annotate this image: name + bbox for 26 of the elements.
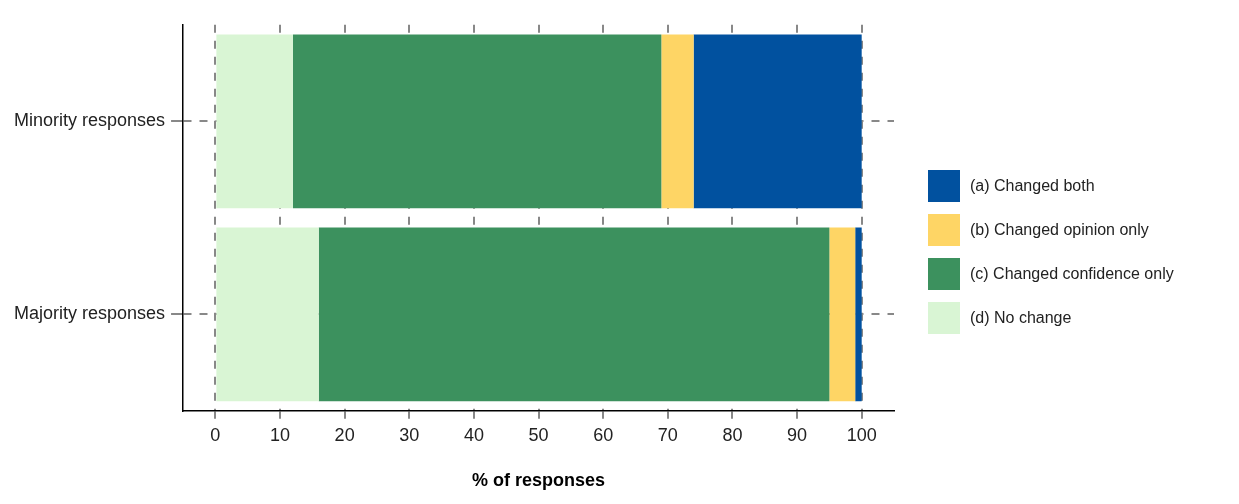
x-tick-label: 10 bbox=[269, 424, 291, 445]
x-tick-label: 80 bbox=[722, 424, 743, 445]
x-axis-title: % of responses bbox=[472, 470, 606, 491]
bar bbox=[292, 34, 662, 209]
y-tick-label: Minority responses bbox=[14, 110, 166, 131]
y-tick-label: Majority responses bbox=[14, 303, 166, 324]
x-tick-label: 40 bbox=[463, 424, 484, 445]
bar bbox=[693, 34, 862, 209]
legend-label: (b) Changed opinion only bbox=[970, 221, 1149, 239]
x-tick-label: 50 bbox=[528, 424, 549, 445]
x-tick-label: 100 bbox=[846, 424, 877, 445]
bar bbox=[216, 227, 319, 402]
x-tick-label: 30 bbox=[399, 424, 420, 445]
bar bbox=[318, 227, 830, 402]
x-tick-label: 70 bbox=[657, 424, 678, 445]
x-tick-label: 60 bbox=[593, 424, 614, 445]
bar bbox=[661, 34, 694, 209]
bar bbox=[855, 227, 862, 402]
legend-label: (d) No change bbox=[970, 309, 1072, 327]
x-tick-label: 20 bbox=[334, 424, 355, 445]
x-tick-label: 90 bbox=[787, 424, 808, 445]
x-tick-label: 0 bbox=[210, 424, 221, 445]
bar bbox=[829, 227, 856, 402]
legend-label: (c) Changed confidence only bbox=[970, 265, 1174, 283]
bar bbox=[216, 34, 293, 209]
legend-label: (a) Changed both bbox=[970, 177, 1095, 195]
